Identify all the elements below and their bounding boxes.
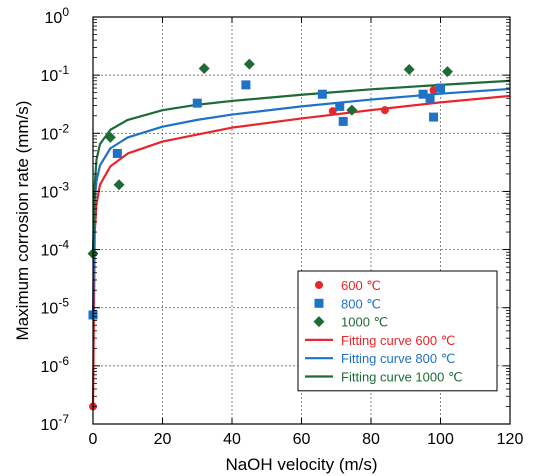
legend-entry-label: Fitting curve 600 ℃ (341, 333, 455, 348)
data-point-circle-marker (380, 106, 389, 115)
x-tick-label: 100 (427, 431, 454, 448)
legend-entry-label: Fitting curve 800 ℃ (341, 351, 455, 366)
data-point-diamond-marker (441, 66, 453, 78)
x-tick-label: 80 (362, 431, 380, 448)
y-tick-label: 10-6 (41, 354, 70, 376)
y-tick-label: 10-4 (41, 238, 70, 260)
legend-box (297, 270, 498, 392)
data-point-circle-marker (429, 86, 438, 95)
legend-entry-label: Fitting curve 1000 ℃ (341, 370, 463, 385)
data-point-square-marker (192, 98, 202, 108)
data-point-square-marker (317, 89, 327, 99)
y-tick-label: 100 (45, 5, 70, 27)
data-point-square-marker (429, 112, 439, 122)
data-point-square-marker (418, 89, 428, 99)
legend-entry-label: 800 ℃ (341, 296, 381, 311)
data-point-circle-marker (328, 107, 337, 116)
data-point-square-marker (338, 116, 348, 126)
data-point-diamond-marker (113, 179, 125, 191)
x-tick-label: 0 (89, 431, 98, 448)
y-tick-label: 10-2 (41, 121, 70, 143)
legend: 600 ℃ 800 ℃ 1000 ℃ Fitting curve 600 ℃ Fitti… (297, 270, 498, 392)
data-point-square-marker (425, 93, 435, 103)
data-point-square-marker (112, 148, 122, 158)
data-point-diamond-marker (243, 58, 255, 70)
legend-entry-label: 1000 ℃ (341, 315, 388, 330)
axis-ticks: 0 20 40 60 80 100 120 100 10-1 10-2 10-3 10-4 10-5 10… (41, 5, 524, 448)
x-tick-label: 120 (497, 431, 524, 448)
x-tick-label: 20 (154, 431, 172, 448)
data-point-diamond-marker (104, 131, 116, 143)
fitting-curve-line (91, 87, 511, 315)
data-point-square-marker (241, 80, 251, 90)
legend-square-swatch (314, 298, 324, 308)
x-axis-label: NaOH velocity (m/s) (225, 455, 377, 474)
data-point-square-marker (436, 83, 445, 93)
data-point-diamond-marker (198, 63, 210, 75)
data-point-diamond-marker (403, 64, 415, 76)
y-tick-label: 10-3 (41, 179, 70, 201)
legend-diamond-swatch (313, 316, 325, 328)
y-tick-label: 10-1 (41, 63, 70, 85)
fitting-curve-line (91, 79, 511, 254)
legend-entry-label: 600 ℃ (341, 278, 381, 293)
y-tick-label: 10-5 (41, 296, 70, 318)
legend-circle-swatch (315, 281, 323, 289)
y-axis-label: Maximum corrosion rate (mm/s) (13, 101, 32, 341)
y-tick-label: 10-7 (41, 412, 70, 434)
data-point-diamond-marker (346, 104, 358, 116)
x-tick-label: 60 (293, 431, 311, 448)
data-point-square-marker (335, 101, 345, 111)
x-tick-label: 40 (223, 431, 241, 448)
